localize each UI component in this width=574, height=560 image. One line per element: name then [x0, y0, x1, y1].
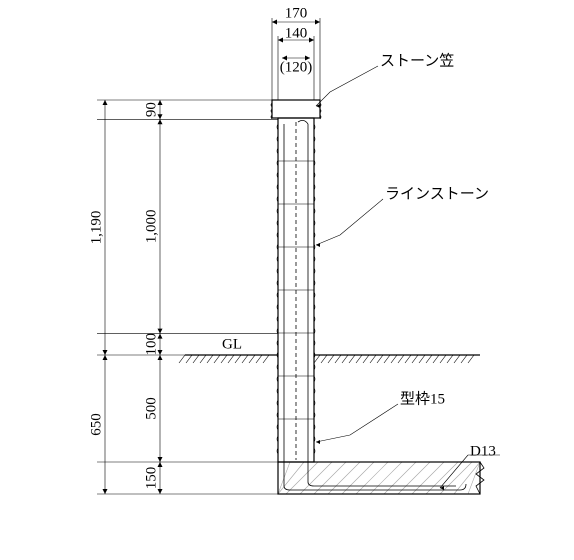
- label-d13: D13: [470, 443, 496, 459]
- gl-label: GL: [222, 336, 242, 352]
- dim-1190: 1,190: [88, 211, 104, 245]
- stone-cap: [271, 100, 321, 119]
- column: [277, 118, 315, 462]
- dim-inner-2: 100: [143, 333, 159, 356]
- label-stone: ラインストーン: [385, 186, 489, 202]
- dim-inner-0: 90: [143, 102, 159, 117]
- dim-inner-3: 500: [143, 397, 159, 420]
- dim-170: 170: [285, 5, 308, 21]
- footing: [278, 462, 484, 494]
- dim-650: 650: [88, 413, 104, 436]
- ground-line: GL: [179, 336, 480, 363]
- dim-140: 140: [285, 25, 308, 41]
- label-form: 型枠15: [400, 390, 445, 407]
- dim-inner-1: 1,000: [143, 210, 159, 244]
- dim-inner-4: 150: [143, 467, 159, 490]
- dim-120: (120): [280, 59, 313, 75]
- label-cap: ストーン笠: [380, 52, 454, 69]
